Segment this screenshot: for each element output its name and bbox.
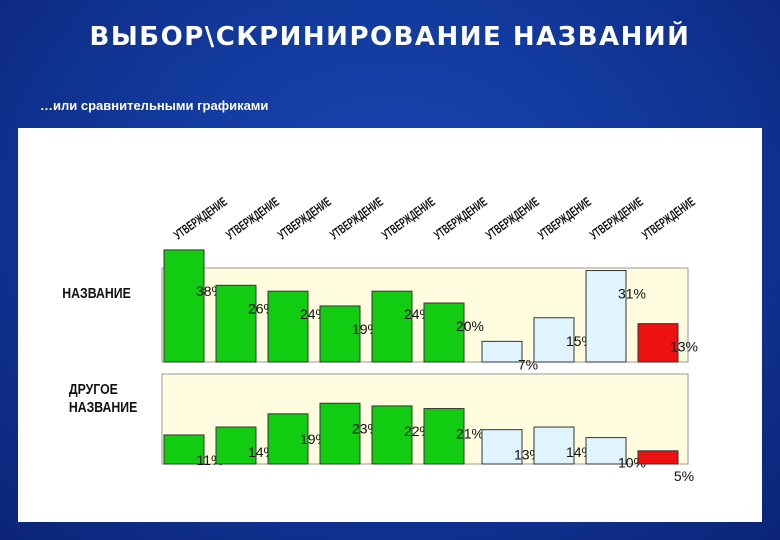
data-label: 7% xyxy=(518,356,538,372)
bar xyxy=(319,402,361,465)
chart-panel: НАЗВАНИЕ ДРУГОЕ НАЗВАНИЕ УТВЕРЖДЕНИЕ УТВЕРЖД… xyxy=(18,128,762,522)
bar xyxy=(163,434,205,465)
category-label: УТВЕРЖДЕНИЕ xyxy=(536,195,594,243)
category-label: УТВЕРЖДЕНИЕ xyxy=(224,195,282,243)
bar xyxy=(637,323,679,363)
bar xyxy=(371,290,413,363)
bar xyxy=(423,302,465,363)
data-label: 13% xyxy=(670,339,698,355)
data-label: 20% xyxy=(456,318,484,334)
bar xyxy=(585,437,627,465)
bar xyxy=(423,408,465,465)
bar xyxy=(481,429,523,465)
category-label: УТВЕРЖДЕНИЕ xyxy=(328,195,386,243)
series-label-2: ДРУГОЕ НАЗВАНИЕ xyxy=(69,381,137,415)
category-label: УТВЕРЖДЕНИЕ xyxy=(640,195,698,243)
data-label: 31% xyxy=(618,286,646,302)
category-label: УТВЕРЖДЕНИЕ xyxy=(432,195,490,243)
category-label: УТВЕРЖДЕНИЕ xyxy=(380,195,438,243)
bar xyxy=(215,284,257,363)
bar xyxy=(371,405,413,465)
bar xyxy=(533,426,575,465)
category-label: УТВЕРЖДЕНИЕ xyxy=(172,195,230,243)
bar xyxy=(637,450,679,465)
series-label-1: НАЗВАНИЕ xyxy=(62,285,130,301)
bar xyxy=(215,426,257,465)
slide-subtitle: …или сравнительными графиками xyxy=(40,98,269,113)
category-label: УТВЕРЖДЕНИЕ xyxy=(588,195,646,243)
category-label: УТВЕРЖДЕНИЕ xyxy=(276,195,334,243)
bar xyxy=(163,249,205,363)
data-label: 5% xyxy=(674,468,694,484)
bar xyxy=(319,305,361,363)
bar xyxy=(533,317,575,363)
bar xyxy=(267,413,309,465)
bar xyxy=(481,340,523,363)
category-label: УТВЕРЖДЕНИЕ xyxy=(484,195,542,243)
slide-title: ВЫБОР\СКРИНИРОВАНИЕ НАЗВАНИЙ xyxy=(89,22,691,52)
data-label: 21% xyxy=(456,426,484,442)
bar xyxy=(267,290,309,363)
bar xyxy=(585,270,627,363)
